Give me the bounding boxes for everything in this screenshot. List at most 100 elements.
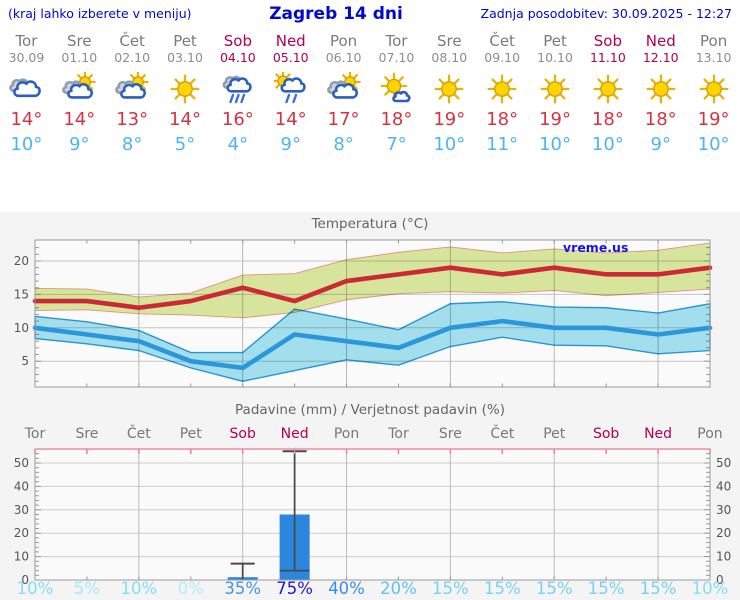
charts-panel: Temperatura (°C) 5 10 15 20 vreme.us Padavin… bbox=[0, 212, 740, 600]
precip-day-label: Ned bbox=[644, 426, 672, 442]
svg-text:10: 10 bbox=[14, 321, 29, 335]
sunny-icon bbox=[699, 74, 729, 104]
precip-day-label: Sre bbox=[75, 426, 98, 442]
day-name: Čet bbox=[119, 32, 145, 50]
high-temp: 18° bbox=[380, 109, 413, 130]
svg-text:50: 50 bbox=[716, 456, 731, 470]
day-name: Čet bbox=[489, 32, 515, 50]
day-name: Tor bbox=[385, 32, 408, 50]
high-temp: 18° bbox=[486, 109, 519, 130]
day-date: 04.10 bbox=[219, 50, 256, 65]
low-temp: 10° bbox=[539, 134, 571, 155]
day-name: Ned bbox=[275, 32, 306, 50]
precip-probability: 10% bbox=[121, 579, 158, 598]
svg-text:0: 0 bbox=[716, 573, 724, 587]
day-name: Sre bbox=[66, 32, 92, 50]
forecast-day: Ned 05.10 14° 9° bbox=[264, 30, 317, 172]
sunny-icon bbox=[487, 74, 517, 104]
precip-day-label: Tor bbox=[24, 426, 46, 442]
high-temp: 19° bbox=[539, 109, 571, 130]
day-date: 09.10 bbox=[484, 50, 521, 65]
day-name: Ned bbox=[645, 32, 676, 50]
partly-icon bbox=[326, 71, 361, 99]
day-name: Pon bbox=[329, 32, 358, 50]
cloudy-icon bbox=[9, 78, 42, 98]
precip-probability: 15% bbox=[484, 579, 521, 598]
low-temp: 9° bbox=[650, 134, 671, 155]
day-date: 03.10 bbox=[167, 50, 203, 65]
precip-probability: 15% bbox=[536, 579, 573, 598]
forecast-strip: Tor 30.09 14° 10° Sre 01.10 14° 9° Čet 02.10 13° 8°… bbox=[0, 30, 740, 172]
svg-text:15: 15 bbox=[14, 287, 29, 301]
svg-text:40: 40 bbox=[14, 479, 29, 493]
low-temp: 10° bbox=[10, 134, 43, 155]
weather-icon-wrap bbox=[634, 72, 687, 106]
forecast-day: Pet 03.10 14° 5° bbox=[159, 30, 212, 172]
precip-day-label: Čet bbox=[490, 424, 514, 442]
weather-icon-wrap bbox=[106, 71, 159, 106]
sunny-icon bbox=[646, 74, 676, 104]
low-temp: 5° bbox=[174, 134, 196, 155]
high-temp: 19° bbox=[697, 109, 730, 130]
temperature-chart-title: Temperatura (°C) bbox=[311, 216, 429, 232]
high-temp: 19° bbox=[433, 109, 466, 130]
low-temp: 10° bbox=[433, 134, 466, 155]
precip-day-label: Pet bbox=[180, 426, 203, 442]
forecast-day: Pon 13.10 19° 10° bbox=[687, 30, 740, 172]
weather-icon-wrap bbox=[529, 72, 582, 106]
weather-icon-wrap bbox=[264, 70, 317, 106]
precip-day-label: Čet bbox=[127, 424, 151, 442]
low-temp: 11° bbox=[486, 134, 519, 155]
low-temp: 7° bbox=[386, 134, 407, 155]
precip-probability: 15% bbox=[588, 579, 625, 598]
sunrain-icon bbox=[272, 70, 306, 104]
menu-hint: (kraj lahko izberete v meniju) bbox=[8, 6, 192, 21]
weather-icon-wrap bbox=[581, 72, 634, 106]
low-temp: 8° bbox=[121, 134, 143, 155]
forecast-day: Pet 10.10 19° 10° bbox=[529, 30, 582, 172]
precip-day-label: Pon bbox=[334, 426, 359, 442]
forecast-day: Ned 12.10 18° 9° bbox=[634, 30, 687, 172]
precip-probability: 20% bbox=[380, 579, 417, 598]
weather-icon-wrap bbox=[211, 72, 264, 106]
svg-text:30: 30 bbox=[716, 503, 731, 517]
low-temp: 10° bbox=[697, 134, 730, 155]
weather-icon-wrap bbox=[159, 72, 212, 106]
weather-icon-wrap bbox=[423, 72, 476, 106]
precip-day-label: Tor bbox=[387, 426, 409, 442]
day-name: Pon bbox=[700, 32, 728, 50]
weather-icon-wrap bbox=[0, 72, 53, 106]
day-date: 11.10 bbox=[589, 50, 626, 65]
day-date: 08.10 bbox=[431, 50, 468, 65]
forecast-day: Sre 08.10 19° 10° bbox=[423, 30, 476, 172]
page-title: Zagreb 14 dni bbox=[269, 4, 403, 24]
day-name: Sob bbox=[593, 32, 622, 50]
day-name: Sre bbox=[437, 32, 462, 50]
weather-icon-wrap bbox=[53, 71, 106, 106]
forecast-day: Tor 30.09 14° 10° bbox=[0, 30, 53, 172]
svg-text:30: 30 bbox=[14, 503, 29, 517]
precip-probability: 15% bbox=[640, 579, 677, 598]
svg-text:10: 10 bbox=[716, 550, 731, 564]
svg-text:20: 20 bbox=[14, 526, 29, 540]
day-date: 13.10 bbox=[695, 50, 732, 65]
svg-text:20: 20 bbox=[716, 526, 731, 540]
high-temp: 18° bbox=[644, 109, 677, 130]
forecast-day: Pon 06.10 17° 8° bbox=[317, 30, 370, 172]
precip-day-label: Sre bbox=[439, 426, 462, 442]
day-name: Sob bbox=[223, 32, 252, 50]
precip-probability: 10% bbox=[692, 579, 729, 598]
precip-probability: 40% bbox=[328, 579, 365, 598]
day-date: 02.10 bbox=[114, 50, 151, 65]
low-temp: 4° bbox=[227, 134, 249, 155]
precip-probability: 0% bbox=[178, 579, 204, 598]
high-temp: 14° bbox=[274, 109, 307, 130]
precip-probability: 35% bbox=[224, 579, 261, 598]
svg-text:20: 20 bbox=[14, 254, 29, 268]
high-temp: 14° bbox=[10, 109, 43, 130]
high-temp: 17° bbox=[327, 109, 360, 130]
low-temp: 9° bbox=[69, 134, 90, 155]
watermark: vreme.us bbox=[563, 240, 628, 255]
high-temp: 14° bbox=[169, 109, 201, 130]
day-date: 30.09 bbox=[8, 50, 45, 65]
